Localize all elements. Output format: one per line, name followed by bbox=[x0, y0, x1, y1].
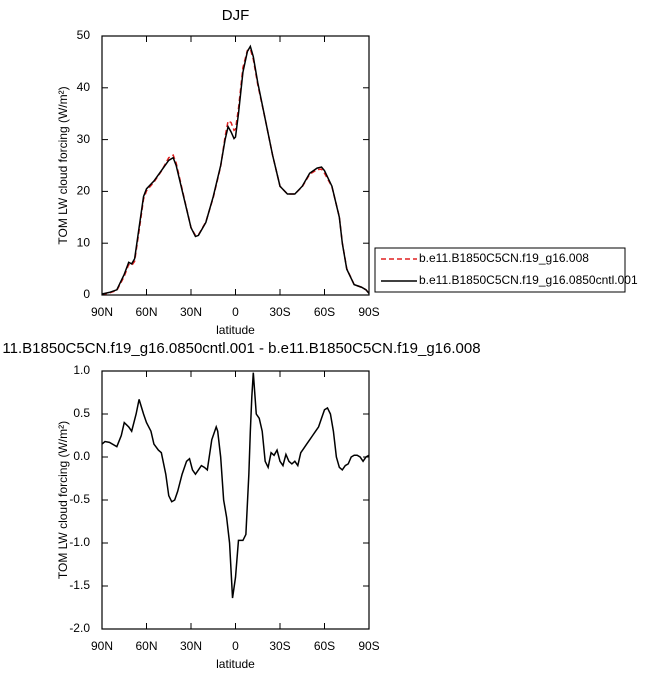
x-tick-label: 90S bbox=[358, 305, 379, 319]
y-tick-label: -0.5 bbox=[69, 492, 90, 506]
x-axis-label: latitude bbox=[216, 323, 255, 337]
x-tick-label: 30N bbox=[180, 639, 202, 653]
y-tick-label: 0 bbox=[83, 287, 90, 301]
y-tick-label: 30 bbox=[77, 132, 91, 146]
y-tick-label: 1.0 bbox=[73, 363, 90, 377]
y-tick-label: 40 bbox=[77, 80, 91, 94]
x-tick-label: 90N bbox=[91, 305, 113, 319]
y-tick-label: 0.5 bbox=[73, 406, 90, 420]
legend-box bbox=[374, 247, 626, 293]
legend-label: b.e11.B1850C5CN.f19_g16.0850cntl.001 bbox=[419, 273, 638, 287]
data-line bbox=[101, 44, 370, 295]
x-tick-label: 60N bbox=[135, 305, 157, 319]
y-axis-label: TOM LW cloud forcing (W/m²) bbox=[56, 421, 70, 579]
x-tick-label: 60N bbox=[135, 639, 157, 653]
x-tick-label: 60S bbox=[314, 305, 335, 319]
data-line bbox=[101, 372, 370, 599]
y-axis-label: TOM LW cloud forcing (W/m²) bbox=[56, 86, 70, 244]
y-tick-label: 50 bbox=[77, 28, 91, 42]
x-tick-label: 90N bbox=[91, 639, 113, 653]
data-line bbox=[101, 47, 370, 296]
y-tick-label: 10 bbox=[77, 235, 91, 249]
x-tick-label: 30S bbox=[269, 305, 290, 319]
y-tick-label: -1.5 bbox=[69, 578, 90, 592]
y-tick-label: -2.0 bbox=[69, 621, 90, 635]
chart-title: 11.B1850C5CN.f19_g16.0850cntl.001 - b.e1… bbox=[2, 340, 480, 357]
plot-frame bbox=[101, 35, 370, 296]
y-tick-label: 20 bbox=[77, 184, 91, 198]
y-tick-label: -1.0 bbox=[69, 535, 90, 549]
x-tick-label: 30S bbox=[269, 639, 290, 653]
chart-title: DJF bbox=[222, 7, 250, 24]
x-tick-label: 30N bbox=[180, 305, 202, 319]
plot-frame bbox=[101, 370, 370, 630]
y-tick-label: 0.0 bbox=[73, 449, 90, 463]
x-tick-label: 0 bbox=[232, 305, 239, 319]
x-tick-label: 90S bbox=[358, 639, 379, 653]
legend-label: b.e11.B1850C5CN.f19_g16.008 bbox=[419, 251, 589, 265]
x-tick-label: 0 bbox=[232, 639, 239, 653]
x-tick-label: 60S bbox=[314, 639, 335, 653]
x-axis-label: latitude bbox=[216, 657, 255, 671]
